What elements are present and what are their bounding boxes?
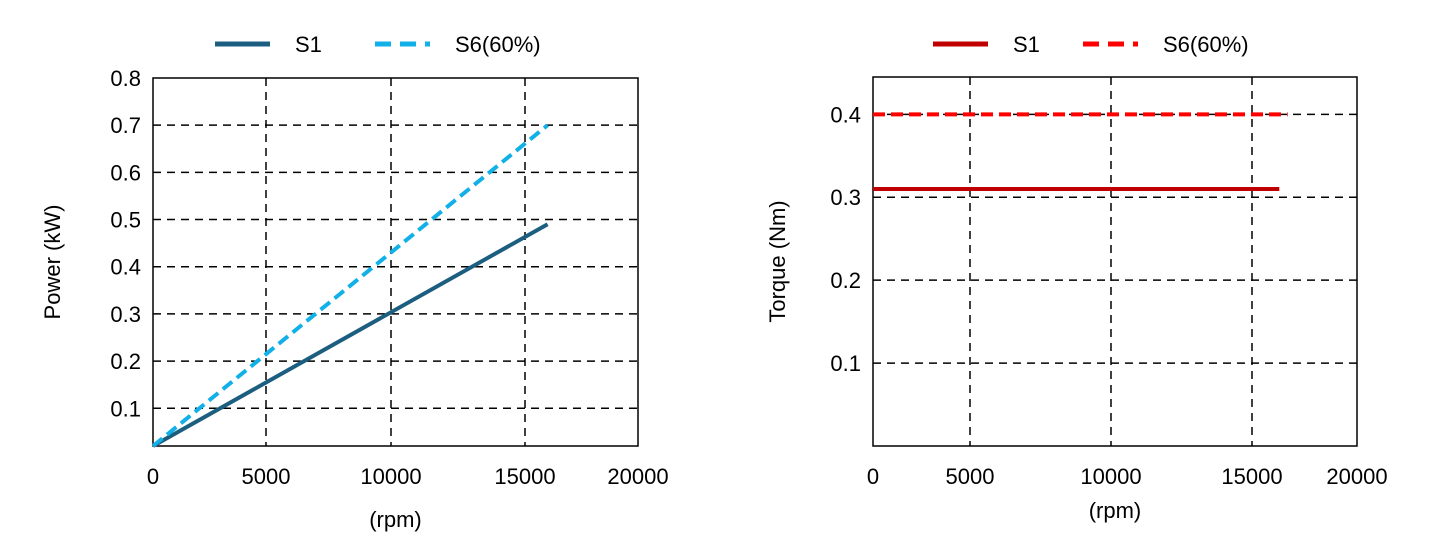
y-tick-label: 0.6 xyxy=(110,160,141,185)
chart-panel-2: S1 S6(60%) 0 5000 10000 15000 20000 0.1 0.2 0.3 0.… xyxy=(765,32,1388,523)
x-tick-label: 20000 xyxy=(1326,464,1387,489)
y-tick-label: 0.2 xyxy=(110,349,141,374)
x-tick-label: 0 xyxy=(147,464,159,489)
x-tick-label: 15000 xyxy=(494,464,555,489)
legend-label: S6(60%) xyxy=(1163,32,1249,57)
x-tick-label: 10000 xyxy=(360,464,421,489)
x-tick-label: 5000 xyxy=(946,464,995,489)
x-tick-label: 20000 xyxy=(607,464,668,489)
legend-label: S1 xyxy=(295,32,322,57)
x-tick-label: 15000 xyxy=(1221,464,1282,489)
y-axis-label: Torque (Nm) xyxy=(765,200,790,322)
x-tick-label: 10000 xyxy=(1080,464,1141,489)
y-tick-label: 0.1 xyxy=(110,396,141,421)
y-tick-label: 0.3 xyxy=(830,185,861,210)
y-tick-label: 0.5 xyxy=(110,208,141,233)
y-tick-label: 0.1 xyxy=(830,351,861,376)
x-tick-label: 0 xyxy=(867,464,879,489)
x-tick-label: 5000 xyxy=(242,464,291,489)
plot-frame xyxy=(152,77,639,447)
y-axis-label: Power (kW) xyxy=(40,205,65,320)
y-tick-label: 0.2 xyxy=(830,268,861,293)
y-tick-label: 0.7 xyxy=(110,113,141,138)
x-axis-label: (rpm) xyxy=(369,507,422,532)
x-axis-label: (rpm) xyxy=(1089,498,1142,523)
y-tick-label: 0.4 xyxy=(110,255,141,280)
chart-panel-1: S1 S6(60%) 0 5000 10000 15000 20000 0.1 0.2 0.3 0.… xyxy=(40,32,669,532)
series-line-s6 xyxy=(151,123,549,448)
legend-label: S6(60%) xyxy=(455,32,541,57)
series-line-s1 xyxy=(152,222,549,448)
plot-frame xyxy=(872,76,1358,447)
y-tick-label: 0.3 xyxy=(110,302,141,327)
legend-label: S1 xyxy=(1013,32,1040,57)
y-tick-label: 0.8 xyxy=(110,66,141,91)
y-tick-label: 0.4 xyxy=(830,102,861,127)
